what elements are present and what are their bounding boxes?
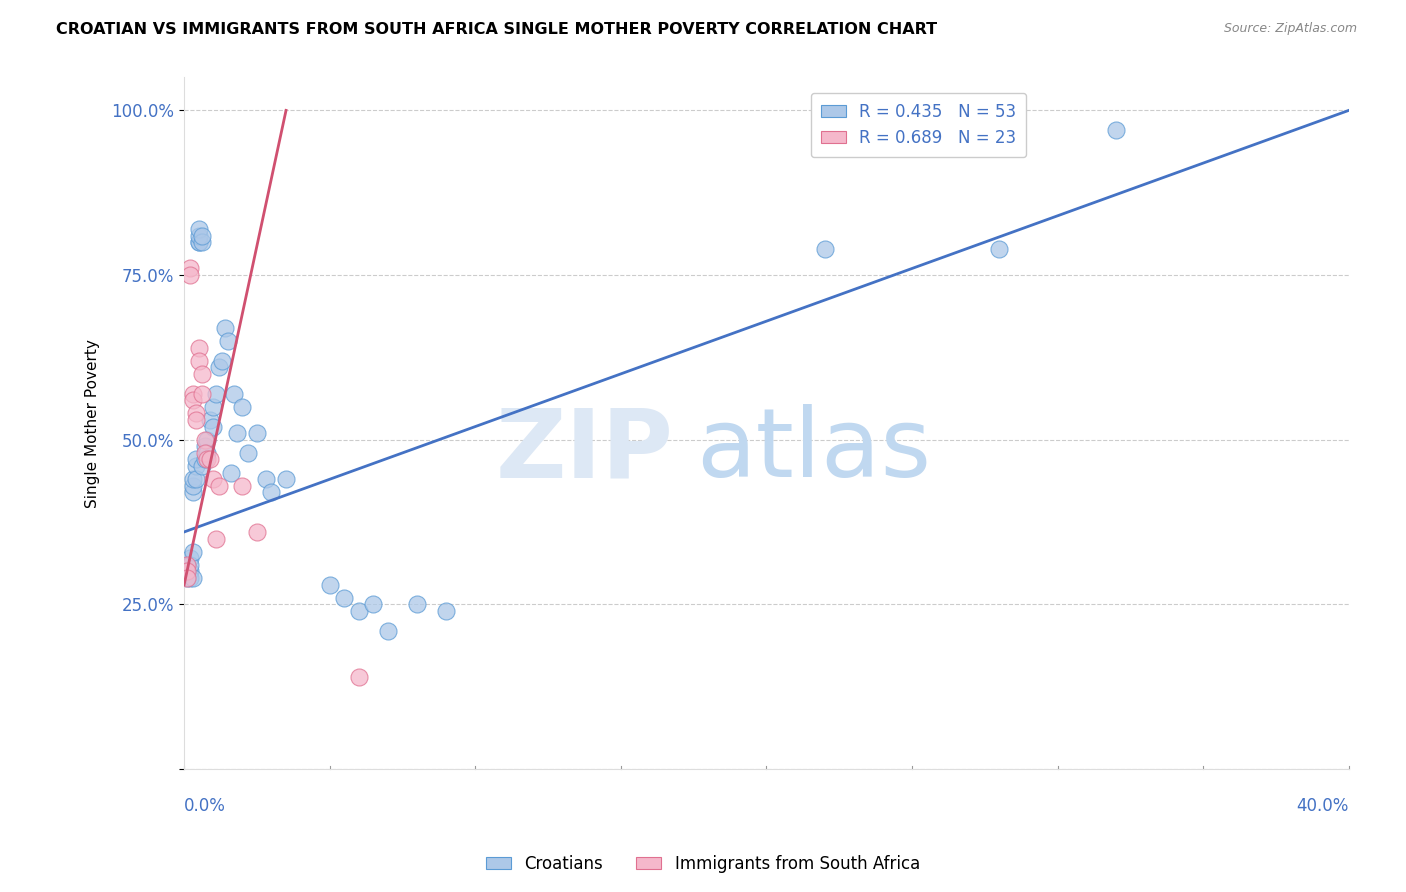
- Point: [181, 393, 204, 408]
- Point: [434, 604, 457, 618]
- Point: [187, 341, 209, 355]
- Point: [814, 242, 837, 256]
- Point: [363, 598, 385, 612]
- Point: [181, 479, 204, 493]
- Point: [205, 386, 228, 401]
- Point: [184, 459, 207, 474]
- Point: [190, 235, 212, 249]
- Point: [179, 551, 201, 566]
- Point: [238, 446, 260, 460]
- Text: 0.0%: 0.0%: [184, 797, 226, 814]
- Point: [197, 446, 219, 460]
- Point: [190, 367, 212, 381]
- Point: [205, 532, 228, 546]
- Point: [184, 406, 207, 420]
- Point: [176, 571, 198, 585]
- Point: [377, 624, 399, 638]
- Point: [200, 452, 222, 467]
- Point: [193, 439, 215, 453]
- Point: [208, 360, 231, 375]
- Point: [214, 320, 236, 334]
- Point: [208, 479, 231, 493]
- Point: [187, 235, 209, 249]
- Point: [176, 558, 198, 572]
- Point: [176, 565, 198, 579]
- Point: [1105, 123, 1128, 137]
- Point: [179, 565, 201, 579]
- Point: [246, 524, 269, 539]
- Point: [181, 571, 204, 585]
- Point: [225, 426, 247, 441]
- Point: [231, 479, 253, 493]
- Point: [274, 472, 297, 486]
- Point: [179, 268, 201, 282]
- Point: [319, 577, 342, 591]
- Point: [184, 472, 207, 486]
- Point: [333, 591, 356, 605]
- Point: [184, 452, 207, 467]
- Point: [202, 400, 225, 414]
- Point: [176, 571, 198, 585]
- Text: Source: ZipAtlas.com: Source: ZipAtlas.com: [1223, 22, 1357, 36]
- Point: [347, 604, 370, 618]
- Point: [200, 413, 222, 427]
- Text: atlas: atlas: [696, 404, 932, 498]
- Legend: Croatians, Immigrants from South Africa: Croatians, Immigrants from South Africa: [479, 848, 927, 880]
- Point: [193, 452, 215, 467]
- Point: [254, 472, 277, 486]
- Text: CROATIAN VS IMMIGRANTS FROM SOUTH AFRICA SINGLE MOTHER POVERTY CORRELATION CHART: CROATIAN VS IMMIGRANTS FROM SOUTH AFRICA…: [56, 22, 938, 37]
- Point: [184, 413, 207, 427]
- Point: [187, 228, 209, 243]
- Point: [179, 261, 201, 276]
- Point: [176, 558, 198, 572]
- Point: [222, 386, 245, 401]
- Point: [193, 446, 215, 460]
- Point: [197, 452, 219, 467]
- Point: [217, 334, 239, 348]
- Legend: R = 0.435   N = 53, R = 0.689   N = 23: R = 0.435 N = 53, R = 0.689 N = 23: [811, 93, 1026, 157]
- Point: [190, 228, 212, 243]
- Point: [260, 485, 283, 500]
- Point: [347, 670, 370, 684]
- Point: [219, 466, 242, 480]
- Point: [187, 235, 209, 249]
- Point: [181, 472, 204, 486]
- Point: [181, 386, 204, 401]
- Point: [202, 472, 225, 486]
- Point: [231, 400, 253, 414]
- Point: [176, 565, 198, 579]
- Point: [187, 222, 209, 236]
- Point: [179, 558, 201, 572]
- Point: [181, 485, 204, 500]
- Point: [246, 426, 269, 441]
- Point: [181, 545, 204, 559]
- Point: [406, 598, 429, 612]
- Y-axis label: Single Mother Poverty: Single Mother Poverty: [86, 339, 100, 508]
- Text: ZIP: ZIP: [495, 404, 673, 498]
- Point: [202, 419, 225, 434]
- Point: [179, 571, 201, 585]
- Point: [211, 353, 233, 368]
- Point: [190, 459, 212, 474]
- Point: [197, 433, 219, 447]
- Point: [988, 242, 1011, 256]
- Point: [193, 433, 215, 447]
- Text: 40.0%: 40.0%: [1296, 797, 1348, 814]
- Point: [190, 386, 212, 401]
- Point: [187, 353, 209, 368]
